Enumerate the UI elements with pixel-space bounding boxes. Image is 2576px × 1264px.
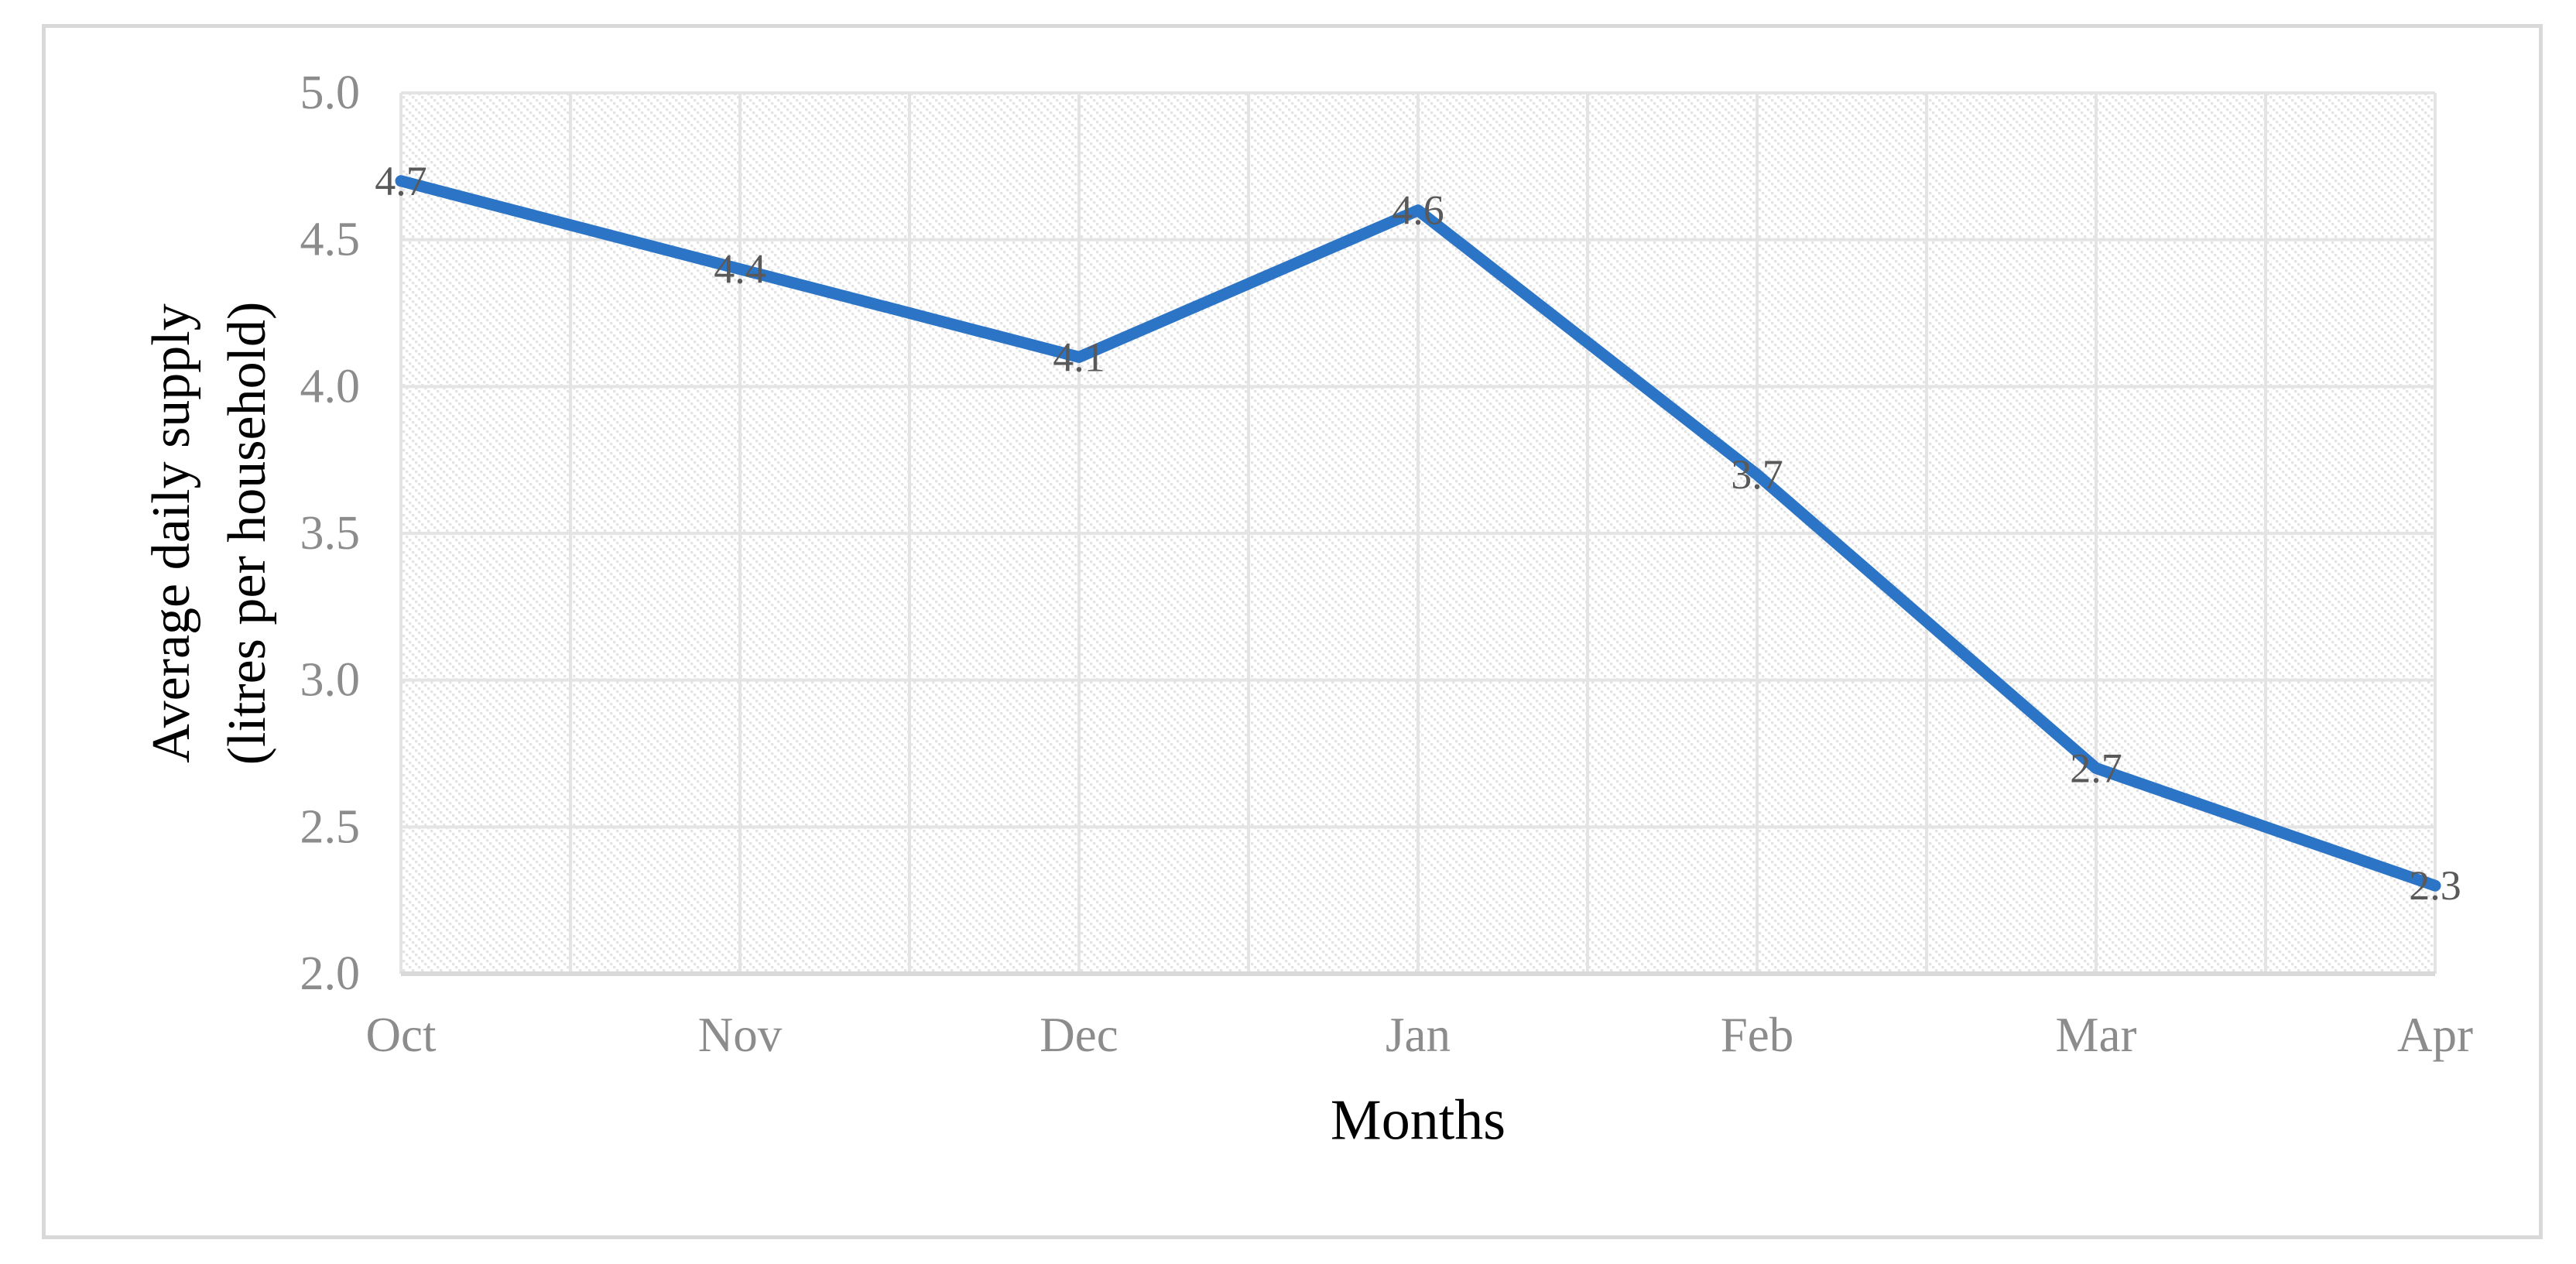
x-axis-tick-label: Oct [366, 1008, 437, 1062]
x-axis-title: Months [1330, 1088, 1506, 1153]
y-axis-tick-label: 4.5 [300, 214, 361, 266]
x-axis-tick-label: Feb [1721, 1008, 1794, 1062]
data-point-label: 2.7 [2070, 745, 2122, 791]
data-point-label: 4.4 [714, 246, 766, 293]
y-axis-title-line1: Average daily supply [142, 303, 201, 763]
x-axis-tick-label: Jan [1386, 1008, 1451, 1062]
y-axis-tick-label: 3.5 [300, 507, 361, 560]
y-axis-title: Average daily supply (litres per househo… [134, 302, 286, 766]
y-axis-tick-label: 3.0 [300, 654, 361, 707]
x-axis-tick-label: Dec [1040, 1008, 1118, 1062]
y-axis-tick-label: 2.0 [300, 947, 361, 1000]
y-axis-tick-label: 2.5 [300, 800, 361, 853]
data-series-line [395, 175, 2441, 892]
data-point-label: 4.1 [1053, 334, 1105, 380]
data-point-label: 4.6 [1392, 187, 1444, 234]
y-axis-tick-label: 5.0 [300, 67, 361, 119]
x-axis-tick-label: Mar [2056, 1008, 2137, 1062]
data-point-label: 2.3 [2409, 862, 2461, 909]
x-axis-tick-label: Nov [698, 1008, 783, 1062]
data-point-label: 3.7 [1731, 451, 1783, 498]
y-axis-title-line2: (litres per household) [218, 301, 277, 766]
y-axis-tick-label: 4.0 [300, 360, 361, 413]
x-axis-tick-label: Apr [2397, 1008, 2473, 1062]
data-point-label: 4.7 [375, 158, 427, 204]
